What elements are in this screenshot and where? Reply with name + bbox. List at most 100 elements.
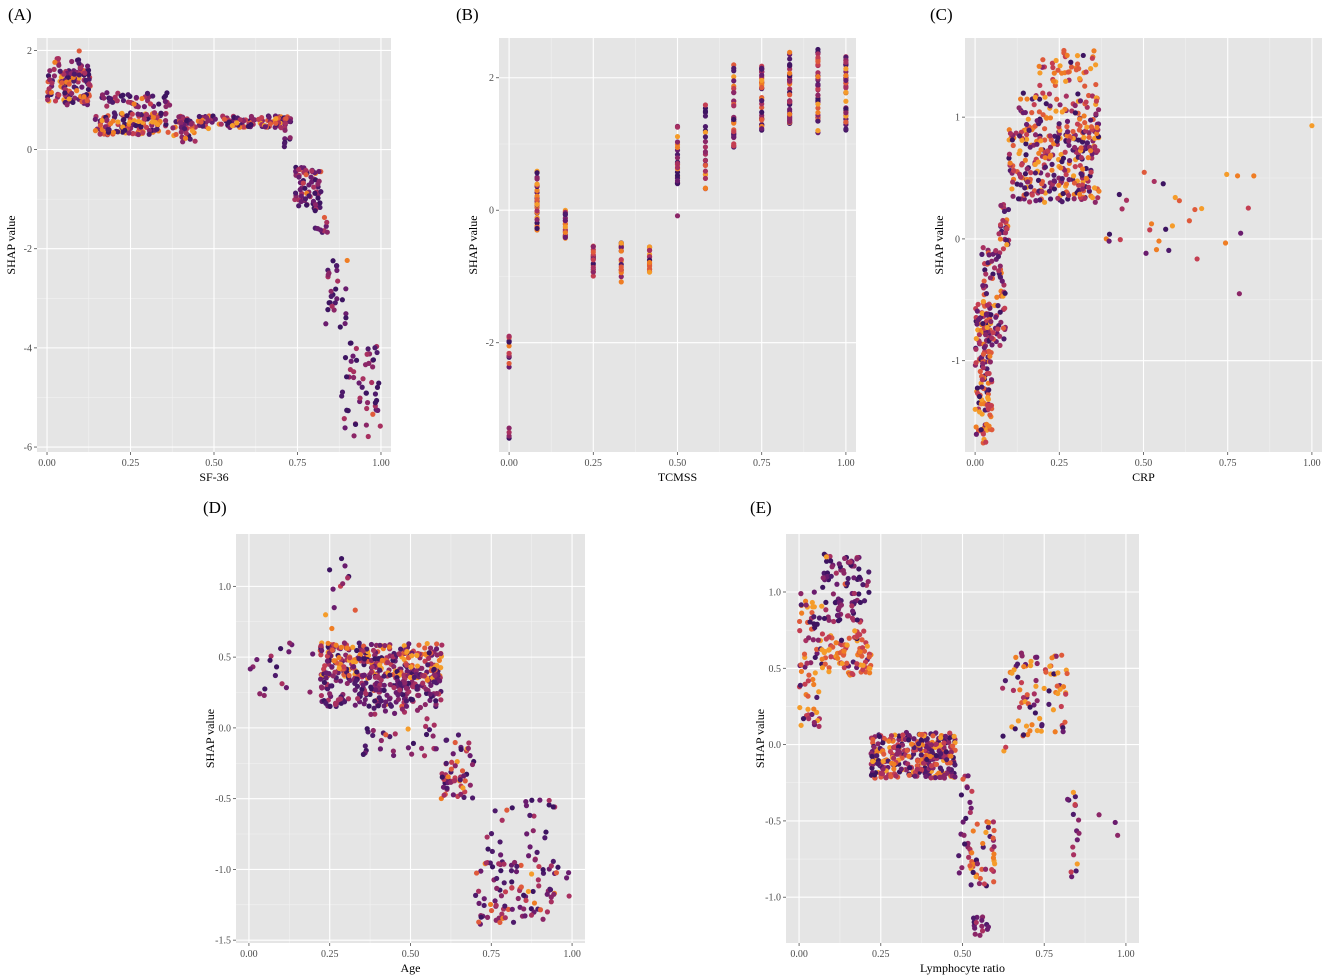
data-point bbox=[975, 317, 981, 323]
data-point bbox=[933, 741, 939, 747]
x-axis-title: Age bbox=[401, 961, 421, 975]
data-point bbox=[896, 749, 903, 755]
y-tick-label: -2 bbox=[24, 244, 32, 255]
x-tick-label: 0.00 bbox=[966, 458, 984, 469]
data-point bbox=[820, 575, 826, 581]
data-point bbox=[914, 763, 920, 769]
data-point bbox=[421, 753, 428, 759]
data-point bbox=[381, 703, 387, 709]
data-point bbox=[254, 656, 260, 663]
data-point bbox=[814, 650, 820, 657]
data-point bbox=[364, 726, 370, 732]
data-point bbox=[618, 256, 624, 263]
data-point bbox=[702, 185, 709, 191]
data-point bbox=[1059, 159, 1065, 165]
data-point bbox=[328, 683, 334, 689]
x-axis-title: SF-36 bbox=[199, 470, 228, 484]
data-point bbox=[815, 70, 821, 76]
data-point bbox=[1063, 172, 1069, 178]
data-point bbox=[967, 799, 973, 805]
x-tick-label: 0.25 bbox=[321, 949, 339, 960]
y-tick-label: 1.0 bbox=[769, 587, 782, 598]
data-point bbox=[1066, 138, 1072, 144]
data-point bbox=[350, 353, 356, 359]
data-point bbox=[1054, 96, 1060, 102]
data-point bbox=[982, 267, 988, 273]
data-point bbox=[844, 613, 851, 619]
data-point bbox=[359, 686, 365, 692]
data-point bbox=[1096, 188, 1102, 194]
data-point bbox=[1047, 663, 1053, 669]
data-point bbox=[476, 900, 482, 906]
data-point bbox=[1092, 199, 1098, 205]
data-point bbox=[437, 678, 443, 684]
data-point bbox=[1156, 238, 1162, 244]
data-point bbox=[342, 320, 348, 327]
data-point bbox=[983, 829, 989, 835]
y-tick-label: 2 bbox=[489, 73, 494, 84]
data-point bbox=[431, 666, 437, 672]
data-point bbox=[1096, 812, 1102, 818]
data-point bbox=[787, 49, 793, 55]
data-point bbox=[1011, 667, 1017, 673]
data-point bbox=[879, 771, 886, 777]
data-point bbox=[859, 637, 865, 643]
data-point bbox=[351, 659, 357, 665]
data-point bbox=[1086, 134, 1092, 140]
data-point bbox=[867, 670, 873, 676]
y-tick-label: 0 bbox=[27, 145, 32, 156]
data-point bbox=[1058, 165, 1064, 171]
data-point bbox=[1072, 794, 1078, 800]
data-point bbox=[1095, 148, 1101, 154]
data-point bbox=[787, 78, 793, 84]
data-point bbox=[1251, 173, 1257, 179]
data-point bbox=[806, 716, 812, 722]
data-point bbox=[426, 655, 432, 661]
data-point bbox=[759, 98, 765, 104]
data-point bbox=[812, 654, 818, 661]
data-point bbox=[979, 928, 986, 934]
data-point bbox=[422, 701, 428, 708]
data-point bbox=[205, 118, 211, 124]
data-point bbox=[702, 168, 709, 174]
data-point bbox=[221, 116, 227, 122]
data-point bbox=[146, 127, 153, 134]
data-point bbox=[979, 866, 985, 872]
data-point bbox=[1086, 184, 1092, 190]
data-point bbox=[46, 86, 52, 92]
data-point bbox=[104, 90, 110, 96]
data-point bbox=[378, 677, 384, 683]
data-point bbox=[990, 835, 996, 841]
data-point bbox=[397, 687, 403, 693]
data-point bbox=[432, 672, 438, 679]
data-point bbox=[1046, 688, 1052, 694]
y-tick-label: 0 bbox=[489, 206, 494, 217]
data-point bbox=[844, 580, 851, 586]
data-point bbox=[522, 913, 528, 919]
data-point bbox=[1199, 205, 1205, 212]
data-point bbox=[364, 351, 370, 357]
data-point bbox=[150, 93, 156, 99]
data-point bbox=[178, 120, 184, 126]
data-point bbox=[854, 664, 860, 671]
data-point bbox=[899, 742, 906, 748]
data-point bbox=[434, 662, 440, 668]
data-point bbox=[918, 766, 924, 772]
data-point bbox=[1017, 687, 1023, 693]
data-point bbox=[409, 697, 415, 703]
data-point bbox=[535, 877, 541, 883]
data-point bbox=[445, 774, 451, 780]
data-point bbox=[318, 189, 324, 195]
data-point bbox=[993, 248, 999, 254]
data-point bbox=[920, 760, 927, 766]
data-point bbox=[1018, 680, 1025, 686]
data-point bbox=[1074, 121, 1081, 127]
data-point bbox=[165, 129, 171, 135]
panel-label: (E) bbox=[750, 498, 772, 517]
data-point bbox=[57, 68, 63, 74]
data-point bbox=[1147, 227, 1153, 233]
data-point bbox=[1063, 691, 1069, 697]
data-point bbox=[325, 640, 331, 646]
data-point bbox=[928, 775, 934, 781]
data-point bbox=[927, 753, 933, 759]
